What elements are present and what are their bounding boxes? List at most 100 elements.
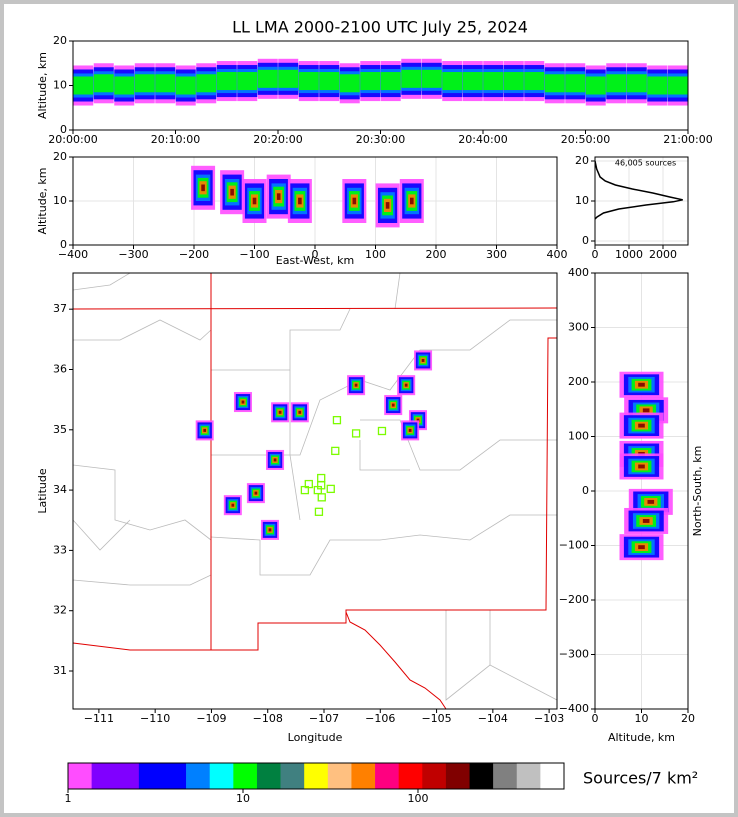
x-tick-label: 20:10:00	[151, 133, 200, 146]
cluster-layer	[391, 403, 395, 407]
cluster-layer	[421, 358, 425, 362]
source-cluster	[278, 58, 299, 99]
source-cluster	[421, 58, 442, 99]
x-tick-label: 200	[426, 248, 447, 261]
y-tick-label: 10	[575, 194, 589, 207]
x-tick-label: 20:40:00	[458, 133, 507, 146]
source-cluster	[271, 402, 290, 423]
cluster-layer	[319, 72, 340, 91]
cluster-layer	[134, 74, 155, 93]
y-tick-label: 34	[53, 483, 67, 496]
station	[331, 446, 340, 456]
cluster-layer	[404, 383, 408, 387]
x-tick-label: −107	[309, 712, 339, 725]
cluster-layer	[237, 72, 258, 91]
cluster-layer	[401, 69, 422, 88]
cluster-layer	[638, 545, 645, 550]
panel: 0 10 20 −400 −300 −200 −100 0 100 200 300 400 Altitu…	[559, 266, 704, 744]
cluster-layer	[175, 76, 196, 95]
source-cluster	[260, 519, 279, 540]
x-tick-label: −103	[534, 712, 564, 725]
x-tick-label: 0	[592, 248, 599, 261]
annotation: 46,005 sources	[615, 159, 676, 168]
x-tick-label: −106	[365, 712, 395, 725]
source-cluster	[175, 65, 196, 106]
x-tick-label: −108	[253, 712, 283, 725]
cluster-layer	[638, 382, 645, 387]
y-tick-label: 100	[568, 430, 589, 443]
source-cluster	[339, 63, 360, 104]
source-cluster	[565, 63, 586, 104]
source-cluster	[619, 534, 664, 561]
cluster-layer	[647, 499, 655, 504]
cluster-layer	[416, 418, 420, 422]
station	[300, 485, 310, 495]
colorbar-swatch	[233, 763, 258, 789]
cluster-layer	[462, 72, 483, 91]
histogram-line	[595, 160, 683, 220]
cluster-layer	[278, 410, 282, 414]
cluster-layer	[442, 72, 463, 91]
x-tick-label: −200	[179, 248, 209, 261]
y-tick-label: −200	[559, 593, 589, 606]
cluster-layer	[585, 76, 606, 95]
source-cluster	[237, 61, 258, 102]
source-cluster	[619, 412, 664, 439]
y-tick-label: 33	[53, 543, 67, 556]
source-cluster	[347, 375, 366, 396]
cluster-layer	[216, 72, 237, 91]
x-tick-label: −100	[239, 248, 269, 261]
source-cluster	[360, 61, 381, 102]
cluster-layer	[642, 408, 650, 413]
source-cluster	[397, 375, 416, 396]
y-axis-label: Altitude, km	[36, 167, 49, 234]
panel: 0 1000 2000 0 10 20 46,005 sources	[575, 154, 689, 261]
colorbar-swatch	[493, 763, 518, 789]
colorbar-swatch	[186, 763, 211, 789]
cluster-layer	[254, 491, 258, 495]
station	[351, 429, 361, 438]
x-tick-label: 20:20:00	[253, 133, 302, 146]
source-cluster	[216, 61, 237, 102]
cluster-layer	[647, 76, 668, 95]
y-tick-label: 20	[53, 150, 67, 163]
colorbar-swatch	[398, 763, 423, 789]
figure-title: LL LMA 2000-2100 UTC July 25, 2024	[232, 18, 528, 37]
map-boundaries	[72, 272, 558, 710]
source-cluster	[624, 507, 669, 534]
colorbar-swatch	[162, 763, 187, 789]
cluster-layer	[638, 423, 645, 428]
source-cluster	[73, 65, 94, 106]
y-tick-label: −100	[559, 539, 589, 552]
x-tick-label: −400	[58, 248, 88, 261]
station	[377, 426, 387, 436]
cluster-layer	[544, 74, 565, 93]
cluster-layer	[352, 197, 357, 205]
x-tick-label: 20:50:00	[561, 133, 610, 146]
source-cluster	[220, 170, 245, 215]
source-cluster	[380, 61, 401, 102]
source-cluster	[223, 495, 242, 516]
x-tick-label: −300	[118, 248, 148, 261]
y-tick-label: −300	[559, 648, 589, 661]
x-tick-label: 20:30:00	[356, 133, 405, 146]
data-layer	[619, 371, 673, 561]
y-tick-label: 0	[582, 484, 589, 497]
data-layer	[595, 160, 683, 220]
cluster-layer	[354, 383, 358, 387]
source-cluster	[242, 179, 267, 223]
source-cluster	[647, 65, 668, 106]
panel: −111 −110 −109 −108 −107 −106 −105 −104 −103 31 32…	[36, 272, 564, 744]
panel: 20:00:00 20:10:00 20:20:00 20:30:00 20:40:00…	[36, 34, 713, 146]
source-cluster	[462, 61, 483, 102]
source-cluster	[246, 483, 265, 504]
source-cluster	[626, 63, 647, 104]
source-cluster	[606, 63, 627, 104]
x-tick-label: −104	[478, 712, 508, 725]
x-tick-label: 20:00:00	[48, 133, 97, 146]
y-tick-label: 10	[53, 79, 67, 92]
cluster-layer	[339, 74, 360, 93]
cluster-layer	[421, 69, 442, 88]
y-axis-label: Latitude	[36, 468, 49, 514]
